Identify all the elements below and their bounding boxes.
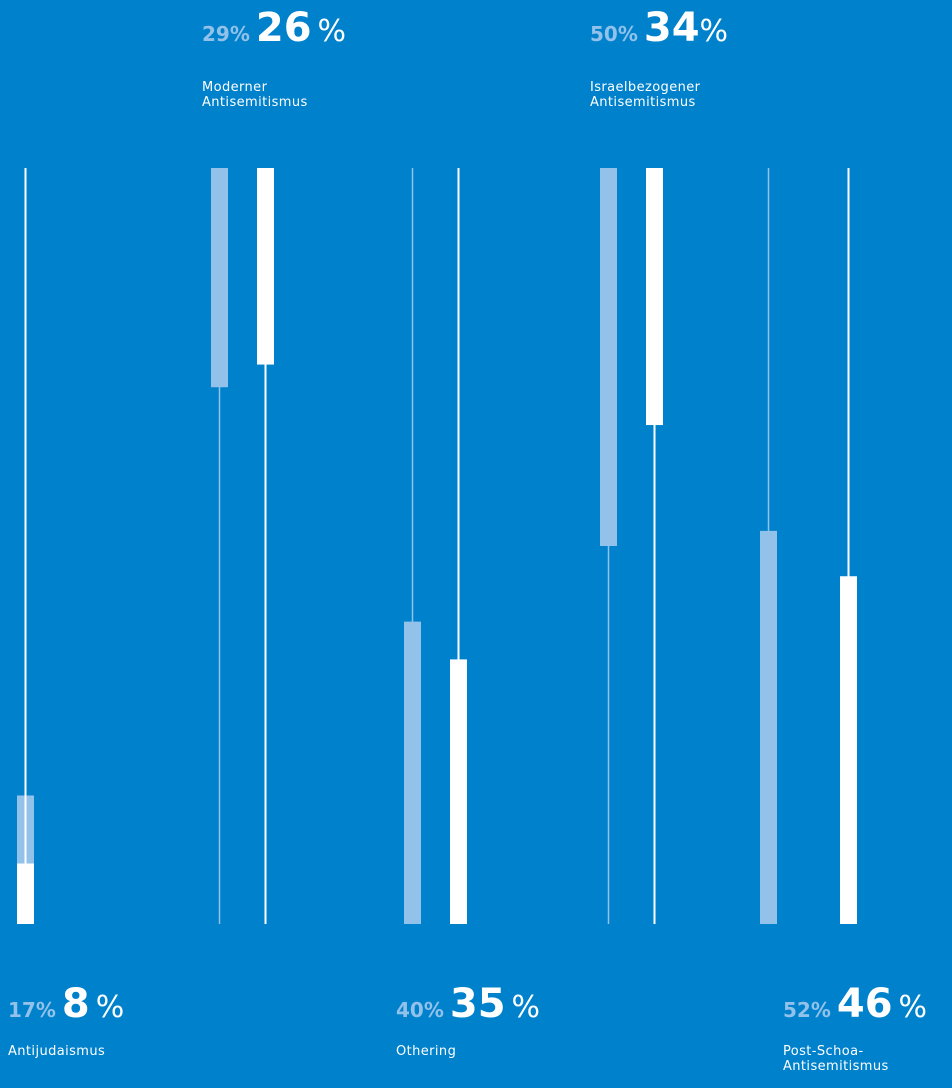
current-value: 8 (61, 981, 90, 1027)
category-name-line: Antisemitismus (590, 95, 696, 110)
category-name: Moderner Antisemitismus (202, 80, 346, 110)
percent-sign: % (898, 990, 928, 1025)
category-name-line: Moderner (202, 80, 268, 95)
percent-sign: % (317, 14, 347, 49)
previous-value: 50% (590, 22, 638, 46)
current-value: 35 (449, 981, 506, 1027)
bar-previous-3 (404, 621, 421, 924)
previous-value: 52% (783, 998, 831, 1022)
bar-previous-4 (600, 168, 617, 546)
bar-current-3 (450, 659, 467, 924)
current-value: 26 (255, 5, 312, 51)
value-row: 50% 34% (590, 8, 728, 48)
category-name-line: Othering (396, 1044, 457, 1059)
category-name: Othering (396, 1044, 540, 1059)
percent-sign: % (511, 990, 541, 1025)
category-label-antijudaismus: 17% 8% Antijudaismus (8, 984, 124, 1059)
category-name-line: Antijudaismus (8, 1044, 106, 1059)
previous-value: 29% (202, 22, 250, 46)
category-name: Antijudaismus (8, 1044, 124, 1059)
value-row: 52% 46% (783, 984, 927, 1024)
current-value: 46 (836, 981, 893, 1027)
bar-current-2 (257, 168, 274, 365)
value-row: 40% 35% (396, 984, 540, 1024)
category-label-israelbezogener-antisemitismus: 50% 34% Israelbezogener Antisemitismus (590, 8, 728, 110)
category-name: Post-Schoa- Antisemitismus (783, 1044, 927, 1074)
previous-value: 40% (396, 998, 444, 1022)
category-name: Israelbezogener Antisemitismus (590, 80, 728, 110)
bar-current-1 (17, 863, 34, 924)
bar-previous-5 (760, 530, 777, 924)
bar-previous-2 (211, 168, 228, 388)
bar-current-5 (840, 576, 857, 924)
previous-value: 17% (8, 998, 56, 1022)
category-label-post-schoa-antisemitismus: 52% 46% Post-Schoa- Antisemitismus (783, 984, 927, 1074)
percent-sign: % (699, 14, 729, 49)
category-name-line: Antisemitismus (783, 1059, 889, 1074)
value-row: 17% 8% (8, 984, 124, 1024)
category-name-line: Israelbezogener (590, 80, 701, 95)
current-value: 34 (643, 5, 700, 51)
category-name-line: Post-Schoa- (783, 1044, 864, 1059)
category-name-line: Antisemitismus (202, 95, 308, 110)
percent-sign: % (95, 990, 125, 1025)
category-label-moderner-antisemitismus: 29% 26% Moderner Antisemitismus (202, 8, 346, 110)
value-row: 29% 26% (202, 8, 346, 48)
bar-current-4 (646, 168, 663, 426)
category-label-othering: 40% 35% Othering (396, 984, 540, 1059)
